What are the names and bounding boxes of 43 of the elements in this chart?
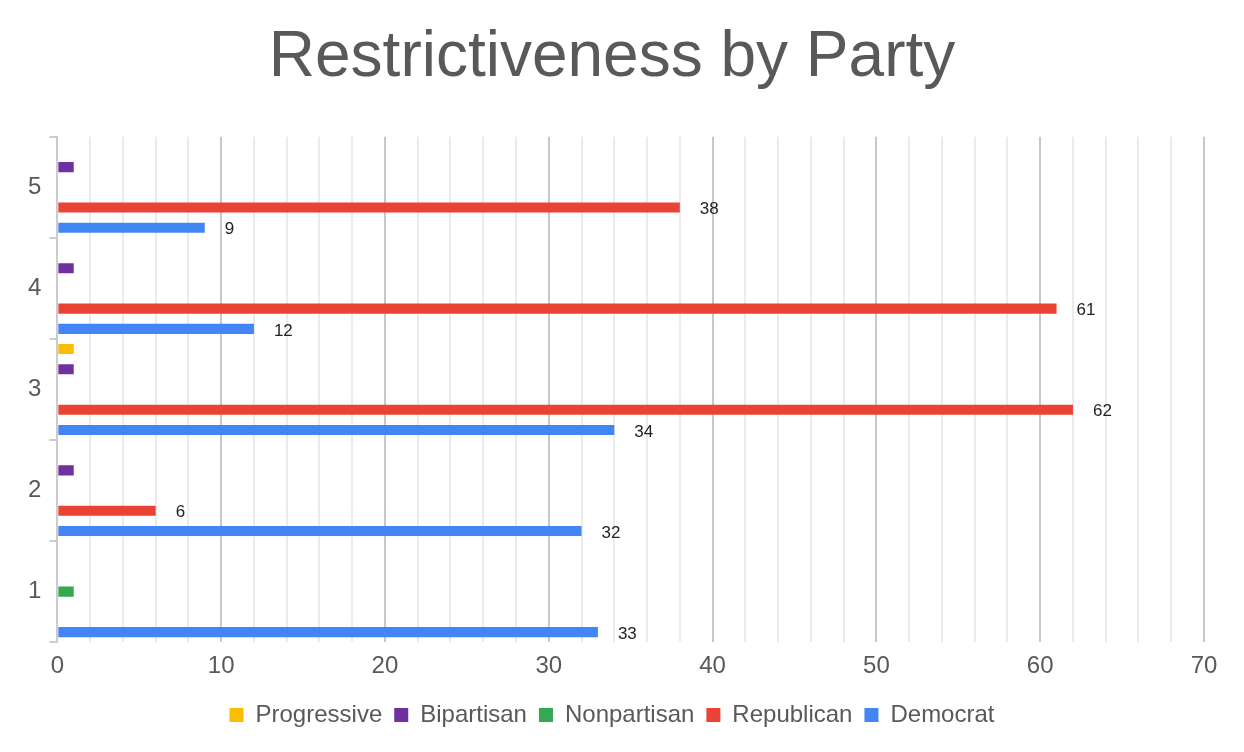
legend-label: Nonpartisan (564, 699, 695, 727)
bar (58, 364, 74, 375)
bar (58, 627, 598, 638)
bar (58, 505, 156, 516)
x-tick-label: 30 (535, 651, 563, 679)
chart-title: Restrictiveness by Party (268, 18, 956, 91)
x-tick-label: 60 (1026, 651, 1054, 679)
y-tick-label: 2 (27, 475, 42, 503)
bar (58, 404, 1073, 415)
bar (58, 162, 74, 173)
bar (58, 424, 615, 435)
y-tick-label: 3 (27, 374, 42, 402)
bar (58, 202, 680, 213)
data-label: 62 (1092, 401, 1112, 421)
legend-label: Progressive (255, 699, 383, 727)
legend-label: Republican (732, 699, 853, 727)
data-label: 34 (634, 421, 654, 441)
bar (58, 323, 254, 334)
legend-label: Democrat (890, 699, 995, 727)
data-label: 9 (224, 219, 235, 239)
x-tick-label: 50 (863, 651, 890, 679)
bar (58, 303, 1057, 314)
x-tick-label: 70 (1190, 651, 1218, 679)
data-label: 33 (617, 623, 637, 643)
legend-label: Bipartisan (420, 699, 527, 727)
bar (58, 222, 205, 233)
bar (58, 586, 74, 597)
y-tick-label: 4 (27, 273, 42, 301)
data-label: 38 (699, 199, 719, 219)
y-tick-label: 1 (27, 576, 42, 604)
x-tick-label: 40 (699, 651, 726, 679)
data-label: 61 (1076, 300, 1096, 320)
data-label: 32 (601, 522, 621, 542)
x-tick-label: 20 (371, 651, 399, 679)
data-label: 6 (175, 502, 186, 522)
bar (58, 525, 582, 537)
x-tick-label: 10 (207, 651, 235, 679)
y-tick-label: 5 (27, 171, 42, 199)
bar (58, 465, 74, 476)
data-label: 12 (273, 320, 293, 340)
bar (58, 263, 74, 274)
x-tick-label: 0 (50, 651, 65, 679)
bar (58, 344, 74, 355)
